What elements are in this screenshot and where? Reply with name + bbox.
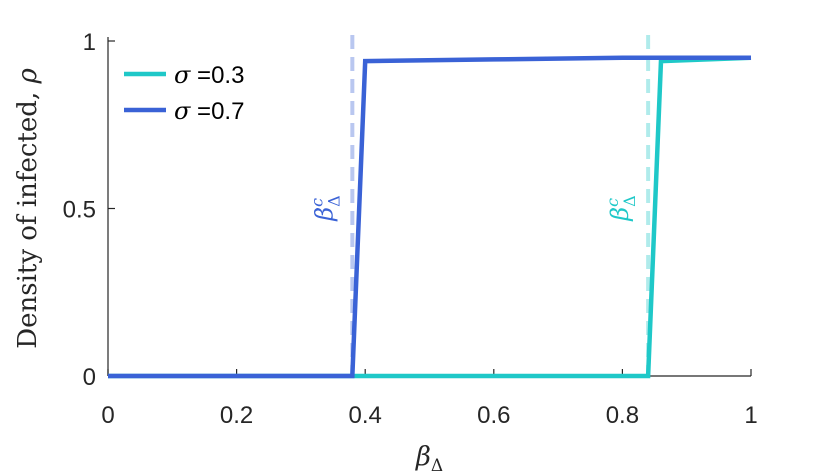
x-tick-label: 0.4 [349,402,382,429]
y-tick-label: 1 [83,29,96,56]
x-tick-label: 0.6 [477,402,510,429]
y-axis-label: Density of infected, ρ [13,68,43,349]
x-tick-label: 0 [101,402,114,429]
series-line-2 [108,55,751,379]
x-tick-label: 0.8 [606,402,639,429]
x-tick-label: 1 [744,402,757,429]
legend-entry-1: σ =0.3 [174,61,244,89]
x-axis-label: βΔ [415,442,443,475]
y-tick-label: 0 [83,364,96,391]
legend-entry-2: σ =0.7 [174,97,244,125]
critical-threshold-label-1: βcΔ [307,195,343,221]
critical-threshold-label-2: βcΔ [603,195,639,221]
y-tick-label: 0.5 [63,197,96,224]
x-tick-label: 0.2 [220,402,253,429]
